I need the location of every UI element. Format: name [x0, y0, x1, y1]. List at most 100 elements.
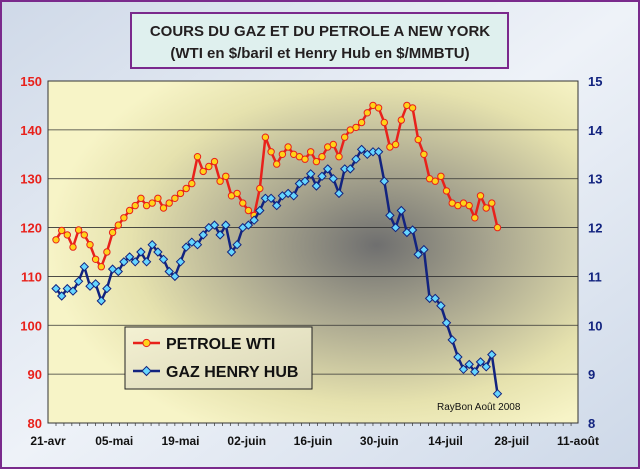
legend-wti-label: PETROLE WTI — [166, 336, 275, 353]
y-left-tick-labels: 80 90 100 110 120 130 140 150 — [20, 74, 42, 431]
gas-point — [487, 349, 497, 360]
wti-point — [199, 167, 207, 176]
wti-point — [335, 153, 343, 161]
gas-point — [130, 257, 140, 267]
gas-point — [192, 239, 203, 250]
wti-point — [91, 255, 100, 263]
wti-point — [165, 199, 173, 207]
wti-point — [114, 221, 123, 229]
wti-point — [222, 172, 230, 181]
wti-point — [493, 223, 502, 232]
gas-point — [413, 249, 423, 260]
y-right-tick-label: 15 — [588, 74, 602, 89]
gas-point — [221, 220, 231, 230]
legend-wti-marker — [142, 338, 151, 348]
wti-point — [442, 187, 451, 195]
wti-point — [476, 192, 485, 200]
gas-point — [300, 176, 310, 186]
gas-point — [209, 220, 220, 230]
wti-point — [341, 133, 349, 141]
gas-point — [407, 225, 418, 235]
wti-point — [374, 104, 383, 112]
y-left-tick-label: 80 — [28, 416, 42, 431]
wti-point — [408, 104, 417, 112]
gas-point — [266, 193, 276, 204]
gas-point — [170, 271, 180, 282]
gas-point — [243, 220, 254, 230]
wti-point — [52, 236, 60, 244]
wti-point — [352, 123, 360, 132]
gas-point — [51, 283, 61, 294]
wti-point — [159, 204, 168, 212]
wti-point — [278, 150, 287, 159]
gas-point — [73, 276, 84, 287]
gas-point — [124, 252, 135, 262]
y-right-tick-label: 10 — [588, 318, 602, 333]
y-left-tick-label: 140 — [20, 123, 42, 138]
x-tick-label: 30-juin — [360, 434, 399, 448]
wti-point — [420, 150, 428, 159]
gas-point — [419, 244, 429, 255]
wti-point — [437, 172, 445, 181]
gas-point — [322, 164, 333, 174]
wti-point — [58, 226, 66, 235]
legend-box — [124, 326, 313, 390]
wti-point — [391, 140, 400, 149]
wti-point — [86, 241, 94, 249]
wti-point — [363, 109, 371, 117]
gas-point — [305, 169, 316, 179]
gas-point — [481, 362, 491, 372]
gas-point — [181, 242, 191, 252]
wti-point — [307, 148, 315, 156]
y-left-tick-label: 120 — [20, 221, 42, 236]
gas-point — [90, 279, 101, 289]
gas-point — [175, 257, 186, 267]
wti-point — [239, 199, 247, 207]
wti-point — [284, 143, 292, 151]
gas-point — [385, 210, 395, 221]
wti-point — [120, 214, 128, 222]
gas-point — [373, 147, 384, 157]
gas-point — [215, 230, 225, 240]
gas-point — [119, 257, 129, 267]
credit-text: RayBon Août 2008 — [437, 402, 521, 413]
gas-point — [436, 300, 446, 311]
legend-gas-marker — [141, 365, 152, 377]
x-tick-label: 19-mai — [161, 434, 199, 448]
gas-point — [113, 266, 124, 277]
gas-point — [56, 291, 67, 301]
gas-point — [492, 388, 503, 399]
gas-point — [68, 286, 78, 296]
gas-point — [153, 247, 163, 257]
gas-point — [102, 283, 112, 294]
gas-point — [226, 247, 237, 257]
wti-point — [414, 135, 422, 144]
wti-point — [233, 189, 241, 198]
gas-point — [453, 352, 463, 362]
gas-point — [390, 222, 401, 233]
wti-point — [267, 148, 275, 156]
wti-point — [301, 155, 309, 163]
y-right-tick-label: 13 — [588, 172, 602, 187]
gas-point — [158, 254, 169, 265]
gas-point — [147, 239, 157, 250]
wti-point — [312, 157, 321, 166]
gas-point — [96, 296, 107, 306]
wti-point — [148, 199, 156, 207]
y-left-tick-label: 130 — [20, 172, 42, 187]
wti-point — [131, 201, 139, 210]
gas-point — [447, 335, 457, 345]
x-tick-label: 02-juin — [227, 434, 266, 448]
gas-point — [79, 261, 90, 272]
gas-point — [288, 191, 299, 201]
gas-point — [311, 181, 322, 191]
wti-point — [188, 179, 196, 188]
wti-point — [482, 204, 490, 212]
wti-point — [97, 263, 106, 271]
wti-point — [431, 177, 439, 185]
x-tick-label: 21-avr — [30, 434, 66, 448]
wti-point — [256, 184, 264, 193]
x-ticks — [55, 423, 572, 426]
gas-point — [396, 205, 407, 216]
